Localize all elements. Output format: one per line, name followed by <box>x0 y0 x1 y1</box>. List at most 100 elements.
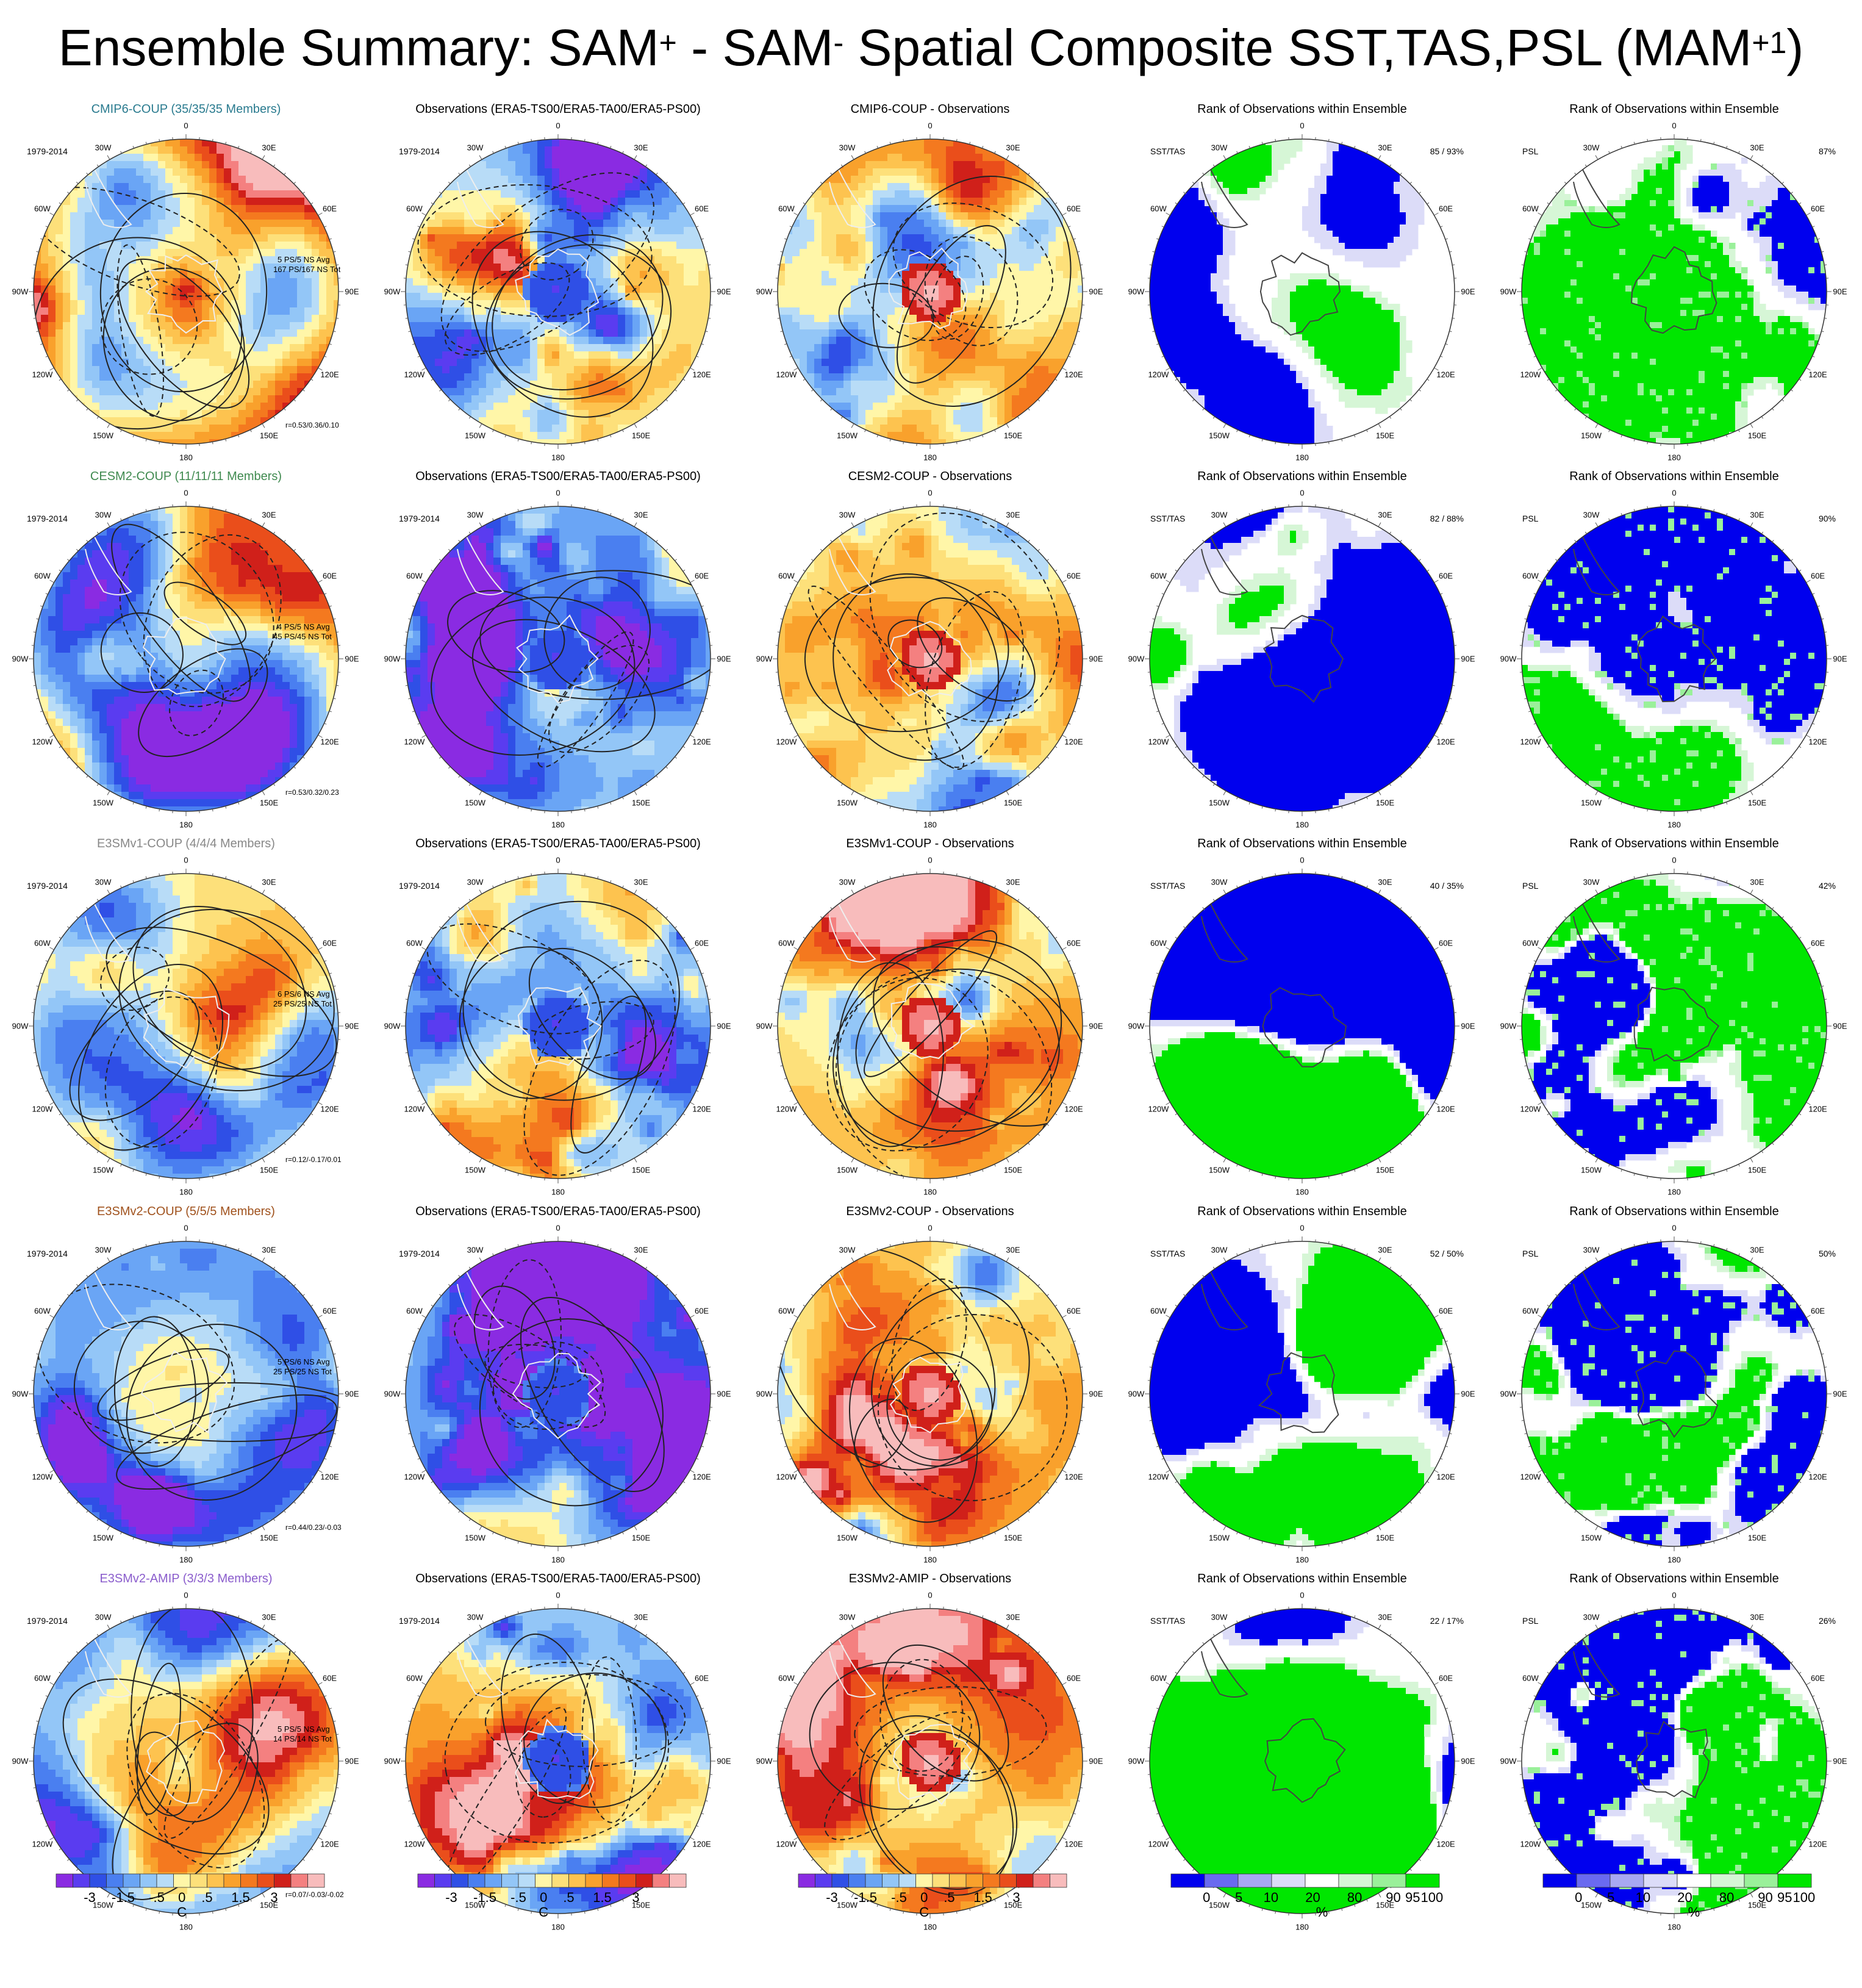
lon-label: 150E <box>260 798 278 807</box>
antarctica-outline <box>512 1352 601 1440</box>
rank-variable-label: SST/TAS <box>1150 1616 1185 1626</box>
lon-label: 150W <box>93 1165 113 1174</box>
colorbar-swatch <box>1237 1873 1272 1888</box>
south-america-outline <box>1201 536 1248 595</box>
colorbar-tick-label: -1.5 <box>473 1890 496 1906</box>
rank-variable-label: SST/TAS <box>1150 514 1185 523</box>
lon-label: 60E <box>1067 204 1081 214</box>
colorbar-tick-label: 3 <box>1012 1890 1020 1906</box>
lon-label: 120E <box>320 1840 338 1849</box>
title-mid: - SAM <box>677 19 833 76</box>
colorbar-tick-label: 100 <box>1793 1890 1816 1906</box>
lon-label: 120E <box>1436 1840 1455 1849</box>
colorbar-swatch <box>965 1873 983 1888</box>
panel-title: E3SMv2-COUP (5/5/5 Members) <box>0 1205 372 1219</box>
lon-label: 0 <box>1300 489 1304 498</box>
south-america-outline <box>829 1638 876 1698</box>
colorbar-swatch <box>1744 1873 1778 1888</box>
polar-map <box>1145 869 1459 1183</box>
ns-avg-label: 6 PS/6 NS Avg <box>278 989 330 999</box>
lon-label: 150E <box>1004 431 1022 440</box>
temperature-colorbar: -3 -1.5 -.5 0 .5 1.5 3 C <box>56 1873 325 1929</box>
lon-label: 150W <box>837 431 858 440</box>
south-america-outline <box>1573 1271 1620 1330</box>
map-field <box>778 1241 1083 1546</box>
colorbar-tick-label: -.5 <box>149 1890 165 1906</box>
panel-title: Observations (ERA5-TS00/ERA5-TA00/ERA5-P… <box>372 1205 744 1219</box>
lon-label: 90E <box>717 1390 731 1399</box>
lon-label: 180 <box>1295 453 1309 462</box>
antarctica-outline <box>515 1718 599 1800</box>
correlation-label: r=0.44/0.23/-0.03 <box>285 1523 342 1532</box>
south-america-outline <box>1201 1271 1248 1330</box>
lon-label: 150W <box>837 798 858 807</box>
lon-label: 0 <box>1672 856 1676 865</box>
rank-colorbar: 0 5 10 20 80 90 95 100% <box>1170 1873 1443 1929</box>
lon-label: 150E <box>1376 1533 1394 1542</box>
ns-tot-label: 45 PS/45 NS Tot <box>273 632 332 641</box>
map-panel-r2-c3: CESM2-COUP - Observations 0 30E 60E 90E 120E 1… <box>744 470 1116 836</box>
map-field <box>1150 506 1455 811</box>
map-panel-r5-c2: Observations (ERA5-TS00/ERA5-TA00/ERA5-P… <box>372 1572 744 1938</box>
lon-label: 180 <box>1667 820 1681 830</box>
colorbar-swatch <box>156 1873 174 1888</box>
antarctica-outline <box>1635 1350 1719 1438</box>
lon-label: 0 <box>556 1591 560 1600</box>
rank-percent-label: 87% <box>1819 146 1836 156</box>
lon-label: 90E <box>717 1757 731 1766</box>
lon-label: 0 <box>928 489 932 498</box>
panel-title: E3SMv2-AMIP (3/3/3 Members) <box>0 1572 372 1586</box>
lon-label: 120E <box>692 737 711 747</box>
map-field <box>1150 1609 1455 1914</box>
lon-label: 90E <box>1089 1390 1103 1399</box>
antarctica-outline <box>892 1724 973 1806</box>
lon-label: 120W <box>776 1473 797 1482</box>
colorbar-tick-label: 0 <box>1203 1890 1210 1906</box>
lon-label: 60W <box>406 572 423 581</box>
antarctica-outline <box>146 1720 226 1804</box>
lon-label: 90W <box>12 287 29 296</box>
lon-label: 30E <box>634 511 648 520</box>
lon-label: 0 <box>556 121 560 131</box>
lon-label: 180 <box>179 1188 193 1197</box>
colorbar-tick-label: 10 <box>1636 1890 1650 1906</box>
title-end: ) <box>1786 19 1803 76</box>
period-label: 1979-2014 <box>399 1616 440 1626</box>
lon-label: 0 <box>556 1224 560 1233</box>
polar-map <box>401 1236 715 1551</box>
map-panel-r4-c1: E3SMv2-COUP (5/5/5 Members) 0 30E 60E 90E 120… <box>0 1205 372 1571</box>
lon-label: 90E <box>1461 1022 1475 1031</box>
colorbar-tick-label: .5 <box>563 1890 574 1906</box>
lon-label: 30E <box>1378 1613 1392 1622</box>
colorbar-swatch <box>123 1873 140 1888</box>
lon-label: 60E <box>1439 939 1453 948</box>
lon-label: 60W <box>406 939 423 948</box>
antarctica-outline <box>889 1356 968 1434</box>
lon-label: 30E <box>634 1613 648 1622</box>
lon-label: 150E <box>632 798 650 807</box>
colorbar-swatch <box>1338 1873 1373 1888</box>
map-field <box>34 1241 338 1546</box>
ns-tot-label: 25 PS/25 NS Tot <box>273 999 332 1008</box>
lon-label: 90E <box>1461 655 1475 664</box>
lon-label: 60W <box>34 939 51 948</box>
lon-label: 150W <box>1209 1900 1230 1909</box>
map-panel-r5-c5: Rank of Observations within Ensemble 0 30E… <box>1488 1572 1860 1938</box>
lon-label: 150W <box>93 798 113 807</box>
lon-label: 120E <box>692 1473 711 1482</box>
lon-label: 150E <box>632 1533 650 1542</box>
correlation-label: r=0.07/-0.03/-0.02 <box>285 1890 344 1899</box>
lon-label: 120E <box>1808 1840 1827 1849</box>
panel-title: Rank of Observations within Ensemble <box>1488 1205 1860 1219</box>
rank-variable-label: SST/TAS <box>1150 881 1185 891</box>
lon-label: 60E <box>1811 204 1825 214</box>
map-panel-r3-c1: E3SMv1-COUP (4/4/4 Members) 0 30E 60E 90E 120… <box>0 837 372 1203</box>
lon-label: 30W <box>1211 1246 1228 1255</box>
map-field <box>34 139 338 444</box>
lon-label: 30E <box>1006 143 1020 153</box>
antarctica-outline <box>1259 252 1341 336</box>
lon-label: 90W <box>12 1757 29 1766</box>
lon-label: 90E <box>1089 1022 1103 1031</box>
colorbar-tick-label: 90 <box>1386 1890 1400 1906</box>
map-field <box>406 506 711 811</box>
